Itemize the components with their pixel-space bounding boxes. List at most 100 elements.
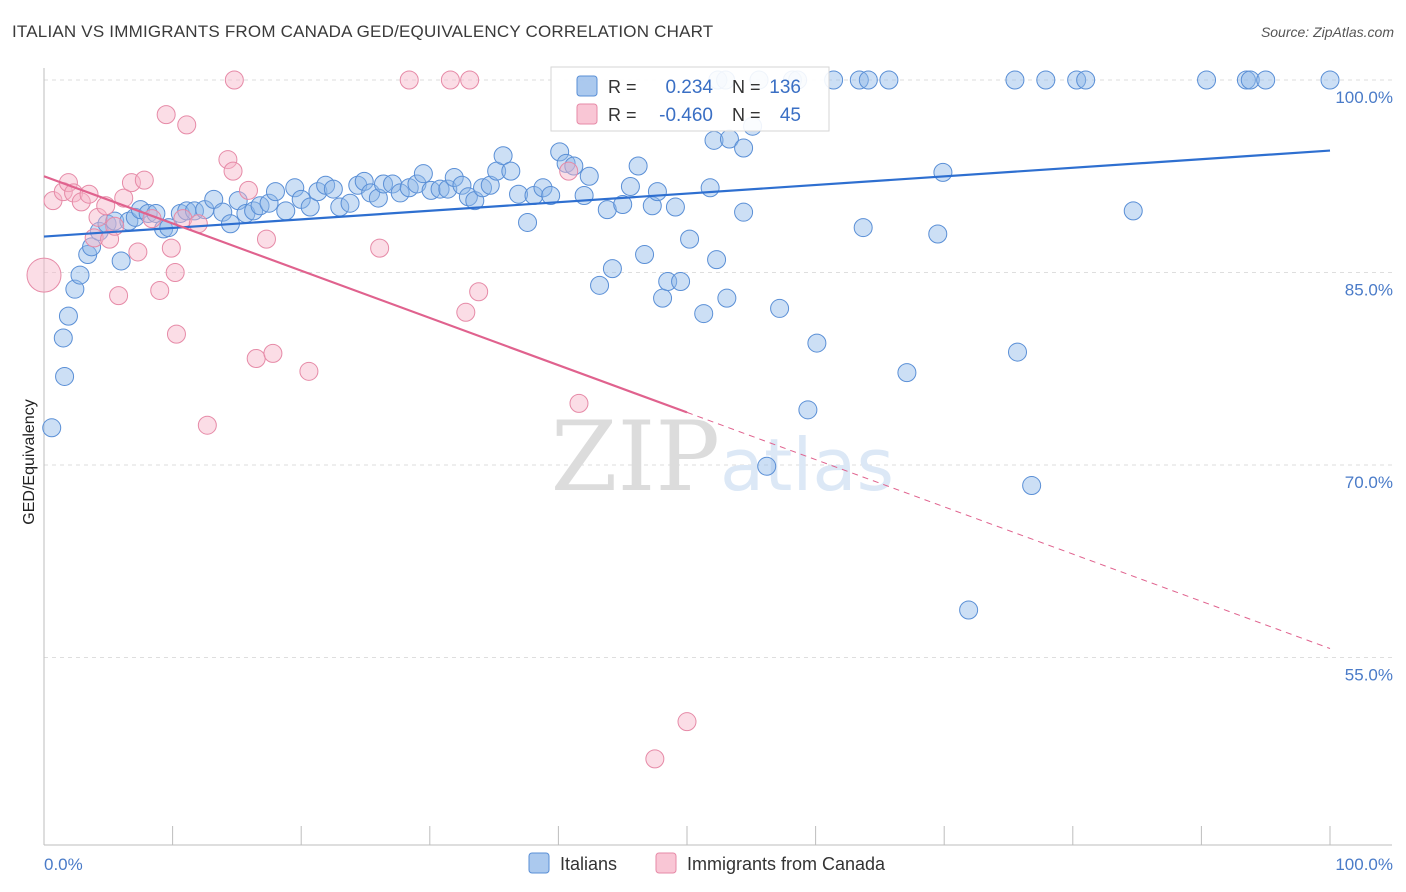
point-italians <box>647 182 667 202</box>
point-italians <box>853 218 873 238</box>
point-italians <box>390 183 410 203</box>
point-italians <box>444 168 464 188</box>
point-italians <box>473 178 493 198</box>
point-italians <box>928 224 948 244</box>
point-italians <box>501 161 521 181</box>
point-italians <box>734 138 754 158</box>
legend-r-label: R = <box>608 77 637 97</box>
point-immigrants-canada <box>645 749 665 769</box>
point-italians <box>798 400 818 420</box>
point-italians <box>407 174 427 194</box>
x-tick-label: 0.0% <box>44 855 83 874</box>
point-italians <box>700 178 720 198</box>
point-immigrants-canada <box>79 184 99 204</box>
chart-title: ITALIAN VS IMMIGRANTS FROM CANADA GED/EQ… <box>12 22 714 41</box>
point-italians <box>959 600 979 620</box>
point-italians <box>518 212 538 232</box>
point-italians <box>556 153 576 173</box>
point-immigrants-canada <box>399 70 419 90</box>
point-italians <box>493 146 513 166</box>
legend-n-label: N = <box>732 77 761 97</box>
point-italians <box>213 202 233 222</box>
point-immigrants-canada <box>100 229 120 249</box>
gridlines <box>44 79 1392 658</box>
source-credit: Source: ZipAtlas.com <box>1260 24 1394 40</box>
series-legend: Italians Immigrants from Canada <box>528 852 886 874</box>
trend-line-immigrants-canada-extrapolated <box>686 411 1331 649</box>
y-tick-label: 100.0% <box>1335 88 1393 107</box>
watermark-atlas: atlas <box>720 423 894 507</box>
point-italians <box>1240 70 1260 90</box>
legend-swatch <box>576 75 598 97</box>
point-immigrants-canada <box>109 286 129 306</box>
point-italians <box>717 288 737 308</box>
point-italians <box>276 201 296 221</box>
point-italians <box>665 197 685 217</box>
point-immigrants-canada <box>559 161 579 181</box>
legend-series-name: Italians <box>560 854 617 874</box>
point-italians <box>1320 70 1340 90</box>
point-italians <box>620 177 640 197</box>
point-italians <box>1036 70 1056 90</box>
point-italians <box>413 164 433 184</box>
point-italians <box>300 197 320 217</box>
point-italians <box>265 182 285 202</box>
point-italians <box>770 298 790 318</box>
point-immigrants-canada <box>166 324 186 344</box>
legend-n-value: 136 <box>769 77 801 98</box>
data-points <box>26 70 1340 769</box>
point-italians <box>707 250 727 270</box>
legend-series-name: Immigrants from Canada <box>687 854 886 874</box>
point-italians <box>1022 476 1042 496</box>
point-italians <box>734 202 754 222</box>
point-italians <box>354 171 374 191</box>
point-italians <box>671 271 691 291</box>
point-immigrants-canada <box>161 238 181 258</box>
point-italians <box>602 259 622 279</box>
point-italians <box>1256 70 1276 90</box>
trend-line-immigrants-canada <box>43 175 688 414</box>
legend-n-label: N = <box>732 105 761 125</box>
point-immigrants-canada <box>88 207 108 227</box>
point-italians <box>579 166 599 186</box>
trend-line-italians <box>43 149 1331 238</box>
point-immigrants-canada <box>224 70 244 90</box>
stats-legend: R = 0.234 N = 136 R = -0.460 N = 45 <box>550 66 830 132</box>
point-italians <box>635 245 655 265</box>
point-italians <box>550 142 570 162</box>
point-italians <box>807 333 827 353</box>
point-italians <box>1005 70 1025 90</box>
point-italians <box>53 328 73 348</box>
point-immigrants-canada <box>677 712 697 732</box>
point-immigrants-canada <box>460 70 480 90</box>
point-immigrants-canada <box>218 150 238 170</box>
watermark-zip: ZIP <box>551 401 720 513</box>
legend-r-label: R = <box>608 105 637 125</box>
legend-r-value: 0.234 <box>665 77 713 98</box>
point-italians <box>1008 342 1028 362</box>
point-immigrants-canada <box>569 393 589 413</box>
point-italians <box>480 175 500 195</box>
point-italians <box>244 201 264 221</box>
point-italians <box>533 178 553 198</box>
point-italians <box>452 175 472 195</box>
point-italians <box>111 251 131 271</box>
point-immigrants-canada <box>370 238 390 258</box>
point-italians <box>628 156 648 176</box>
point-italians <box>858 70 878 90</box>
point-italians <box>323 179 343 199</box>
point-italians <box>1123 201 1143 221</box>
y-tick-label: 85.0% <box>1345 281 1393 300</box>
point-italians <box>1076 70 1096 90</box>
x-tick-label: 100.0% <box>1335 855 1393 874</box>
point-italians <box>308 182 328 202</box>
point-italians <box>340 193 360 213</box>
legend-swatch <box>528 852 550 874</box>
point-italians <box>58 306 78 326</box>
point-italians <box>70 265 90 285</box>
point-immigrants-canada <box>263 343 283 363</box>
y-tick-label: 55.0% <box>1345 666 1393 685</box>
legend-swatch <box>576 103 598 125</box>
point-italians <box>757 456 777 476</box>
